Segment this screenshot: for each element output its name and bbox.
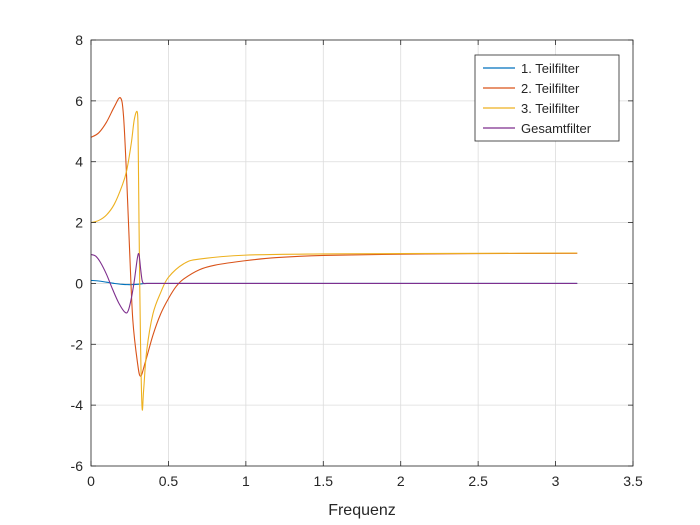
legend: 1. Teilfilter 2. Teilfilter 3. Teilfilter G… — [474, 54, 620, 142]
legend-entry-label: Gesamtfilter — [521, 121, 592, 136]
y-tick-label: 2 — [75, 215, 83, 231]
x-tick-labels: 0 0.5 1 1.5 2 2.5 3 3.5 — [87, 473, 643, 489]
y-tick-label: -4 — [71, 397, 84, 413]
x-tick-label: 2 — [397, 473, 405, 489]
ticks — [90, 39, 634, 467]
legend-entry-label: 1. Teilfilter — [521, 61, 580, 76]
y-tick-label: -6 — [71, 458, 84, 474]
y-tick-label: 6 — [75, 93, 83, 109]
axes-box — [90, 39, 634, 467]
y-tick-label: 8 — [75, 32, 83, 48]
x-axis-label: Frequenz — [328, 502, 396, 519]
x-tick-label: 2.5 — [468, 473, 488, 489]
series-line-2 — [90, 97, 578, 377]
legend-box — [474, 54, 620, 142]
y-tick-label: 0 — [75, 275, 83, 291]
y-tick-label: 4 — [75, 154, 83, 170]
y-tick-labels: -6 -4 -2 0 2 4 6 8 — [71, 32, 84, 474]
legend-entry-label: 2. Teilfilter — [521, 81, 580, 96]
x-tick-label: 0.5 — [159, 473, 179, 489]
series-line-3 — [90, 110, 578, 411]
legend-entry-label: 3. Teilfilter — [521, 101, 580, 116]
series-line-4 — [90, 253, 578, 314]
x-tick-label: 3 — [552, 473, 560, 489]
x-tick-label: 3.5 — [623, 473, 643, 489]
x-tick-label: 0 — [87, 473, 95, 489]
x-tick-label: 1.5 — [314, 473, 334, 489]
series-lines — [90, 97, 578, 411]
x-tick-label: 1 — [242, 473, 250, 489]
y-tick-label: -2 — [71, 336, 84, 352]
